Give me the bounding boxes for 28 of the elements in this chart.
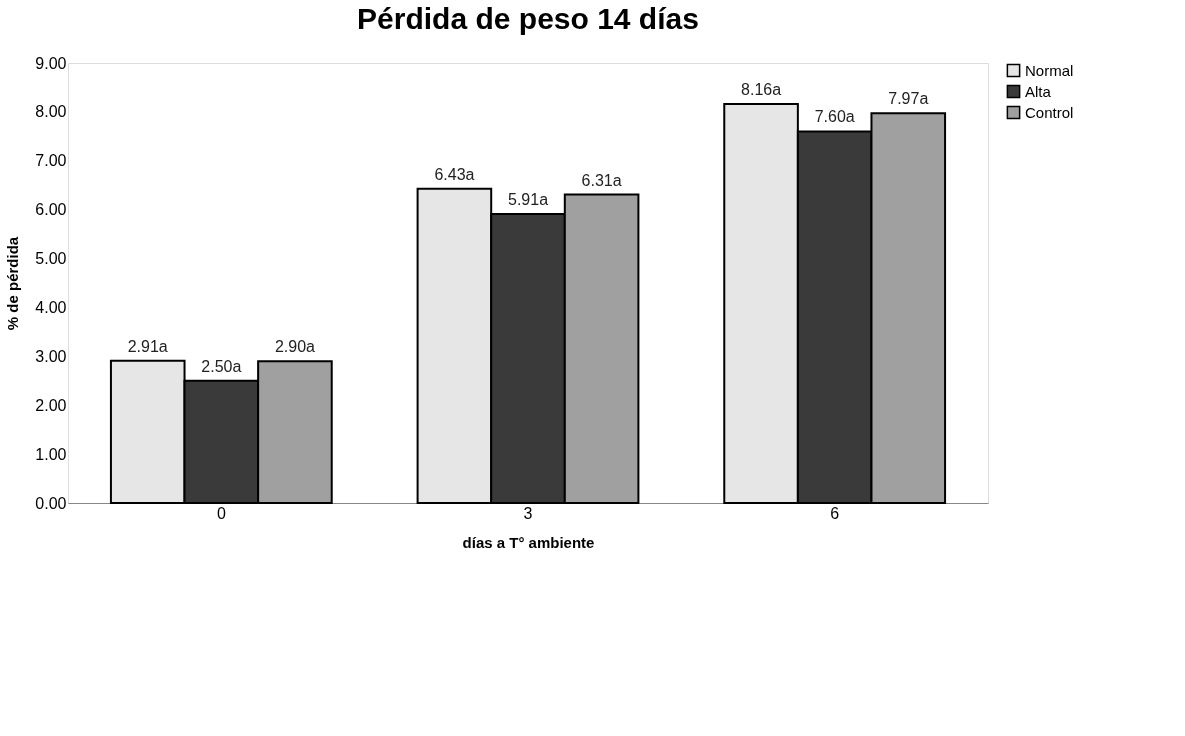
- legend-label: Alta: [1025, 82, 1052, 100]
- data-label: 5.91a: [507, 191, 549, 209]
- y-axis-title: % de pérdida: [4, 236, 22, 331]
- data-label: 8.16a: [741, 81, 782, 99]
- legend-label: Control: [1025, 103, 1074, 121]
- x-axis-title: días a T° ambiente: [462, 533, 595, 551]
- data-label: 6.31a: [581, 171, 622, 189]
- legend-label: Normal: [1025, 61, 1074, 79]
- data-label: 7.97a: [888, 90, 929, 108]
- x-tick-label: 0: [216, 504, 226, 522]
- x-tick-label: 6: [830, 504, 840, 522]
- y-tick-label: 2.00: [35, 396, 67, 414]
- y-tick-label: 8.00: [35, 103, 67, 121]
- y-tick-label: 4.00: [35, 298, 67, 316]
- chart-title: Pérdida de peso 14 días: [357, 2, 699, 35]
- y-tick-label: 7.00: [35, 152, 67, 170]
- data-label: 2.90a: [274, 338, 316, 356]
- y-tick-label: 0.00: [35, 494, 67, 512]
- data-label: 6.43a: [434, 165, 475, 183]
- y-tick-label: 9.00: [35, 54, 67, 72]
- y-tick-label: 1.00: [35, 445, 67, 463]
- x-tick-label: 3: [523, 504, 533, 522]
- data-label: 2.91a: [127, 337, 168, 355]
- y-tick-label: 5.00: [35, 250, 67, 268]
- data-label: 2.50a: [201, 357, 242, 375]
- y-tick-label: 3.00: [35, 347, 67, 365]
- y-tick-label: 6.00: [35, 201, 67, 219]
- data-label: 7.60a: [814, 108, 855, 126]
